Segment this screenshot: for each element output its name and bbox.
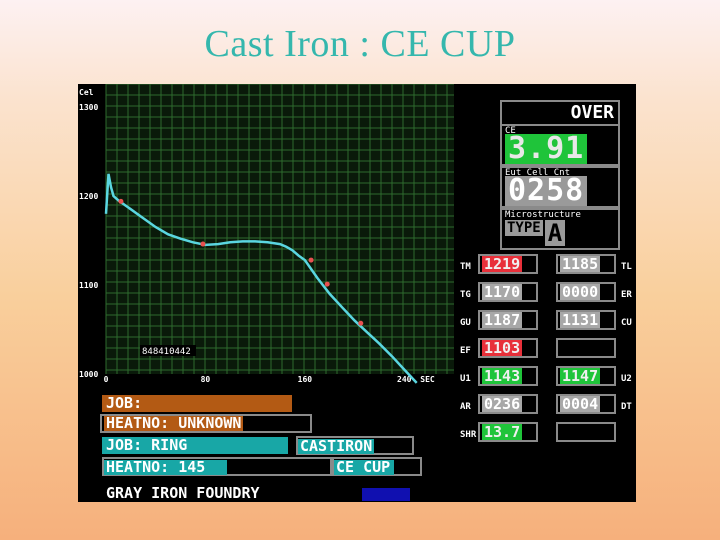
x-tick-label: 80: [201, 375, 211, 384]
x-tick-label: 0: [104, 375, 109, 384]
readout-label-right: CU: [621, 318, 632, 328]
cell-count-panel: Eut Cell Cnt 0258: [500, 166, 620, 208]
readout-label-right: DT: [621, 402, 632, 412]
readout-value-left: 1143: [478, 366, 538, 386]
ce-panel: CE 3.91: [500, 124, 620, 166]
readout-value-right: 1185: [556, 254, 616, 274]
heatno-unknown: HEATNO: UNKNOWN: [104, 414, 244, 432]
ce-label: CE: [505, 126, 516, 136]
cell-count-label: Eut Cell Cnt: [505, 168, 571, 178]
readout-value-right: 0004: [556, 394, 616, 414]
job-label: JOB:: [106, 394, 143, 412]
readout-label-right: U2: [621, 374, 632, 384]
job-ring-label: JOB: RING: [106, 436, 188, 454]
x-tick-label: 160: [298, 375, 313, 384]
readout-value-right: [556, 338, 616, 358]
x-axis-label: SEC: [420, 375, 435, 384]
curve-marker: [358, 320, 364, 326]
heatno-value: HEATNO: 145: [104, 460, 228, 475]
readout-value-left: 1103: [478, 338, 538, 358]
cooling-curve-line: [104, 173, 418, 384]
slide-title: Cast Iron : CE CUP: [204, 23, 516, 65]
cooling-curve-chart: Cel 1300 1200 1100 1000 0 80 160 240 SEC 84841044…: [79, 84, 454, 384]
readout-value-left: 1219: [478, 254, 538, 274]
readout-label-left: SHR: [460, 430, 477, 440]
heatno-box: HEATNO: 145: [102, 457, 332, 476]
y-tick-label: 1200: [79, 192, 98, 201]
ce-value: 3.91: [505, 134, 588, 164]
readout-value-right: 1147: [556, 366, 616, 386]
readout-label-left: EF: [460, 346, 471, 356]
curve-marker: [118, 198, 124, 204]
over-indicator: OVER: [500, 100, 620, 126]
analyzer-screen: Cel 1300 1200 1100 1000 0 80 160 240 SEC 84841044…: [78, 84, 636, 502]
cell-count-value: 0258: [505, 176, 588, 206]
readout-label-right: TL: [621, 262, 632, 272]
microstructure-panel: Microstructure TYPE A: [500, 208, 620, 250]
job-ring-row: JOB: RING: [102, 437, 288, 454]
readout-label-left: TM: [460, 262, 471, 272]
x-tick-label: 240: [397, 375, 412, 384]
castiron-label: CASTIRON: [298, 437, 375, 455]
over-label: OVER: [570, 102, 614, 123]
heatno-unknown-box: HEATNO: UNKNOWN: [100, 414, 312, 433]
curve-markers: [118, 198, 364, 326]
readout-value-left: 1170: [478, 282, 538, 302]
chart-grid: [105, 84, 454, 374]
type-word: TYPE: [505, 220, 543, 236]
readout-label-left: TG: [460, 290, 471, 300]
readout-label-left: AR: [460, 402, 471, 412]
annotation-bg: [140, 345, 196, 356]
foundry-row: GRAY IRON FOUNDRY: [102, 484, 410, 502]
curve-marker: [200, 241, 206, 247]
y-tick-label: 1300: [79, 103, 98, 112]
axis-labels: Cel 1300 1200 1100 1000 0 80 160 240 SEC: [79, 88, 435, 384]
readout-value-left: 13.7: [478, 422, 538, 442]
microstructure-label: Microstructure: [505, 210, 581, 220]
readout-value-left: 0236: [478, 394, 538, 414]
y-tick-label: 1000: [79, 370, 98, 379]
readout-value-right: 0000: [556, 282, 616, 302]
readout-value-right: [556, 422, 616, 442]
readout-value-right: 1131: [556, 310, 616, 330]
readout-label-left: U1: [460, 374, 471, 384]
castiron-box: CASTIRON: [296, 436, 414, 455]
cecup-box: CE CUP: [332, 457, 422, 476]
foundry-bar: [362, 488, 410, 501]
readout-label-left: GU: [460, 318, 471, 328]
job-row: JOB:: [102, 395, 292, 412]
foundry-label: GRAY IRON FOUNDRY: [106, 484, 260, 502]
y-axis-label: Cel: [79, 88, 94, 97]
chart-annotation: 848410442: [142, 347, 191, 357]
cecup-label: CE CUP: [334, 460, 395, 475]
curve-marker: [324, 281, 330, 287]
y-tick-label: 1100: [79, 281, 98, 290]
curve-marker: [308, 257, 314, 263]
type-letter: A: [544, 220, 566, 246]
readout-value-left: 1187: [478, 310, 538, 330]
readout-label-right: ER: [621, 290, 632, 300]
